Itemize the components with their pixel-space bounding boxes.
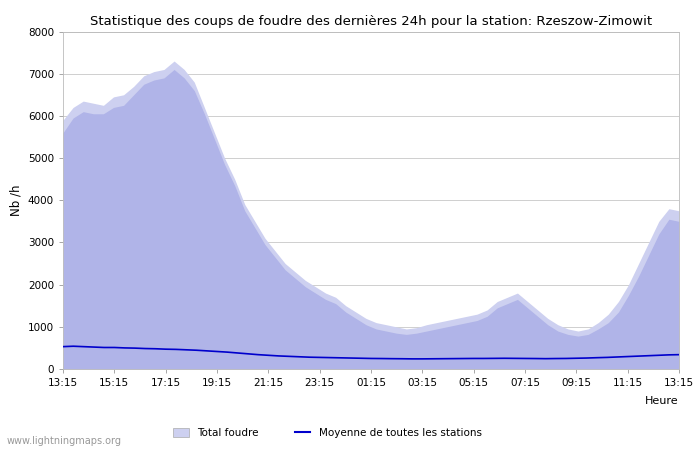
Y-axis label: Nb /h: Nb /h <box>9 184 22 216</box>
Text: www.lightningmaps.org: www.lightningmaps.org <box>7 436 122 446</box>
Title: Statistique des coups de foudre des dernières 24h pour la station: Rzeszow-Zimow: Statistique des coups de foudre des dern… <box>90 14 652 27</box>
Text: Heure: Heure <box>645 396 679 406</box>
